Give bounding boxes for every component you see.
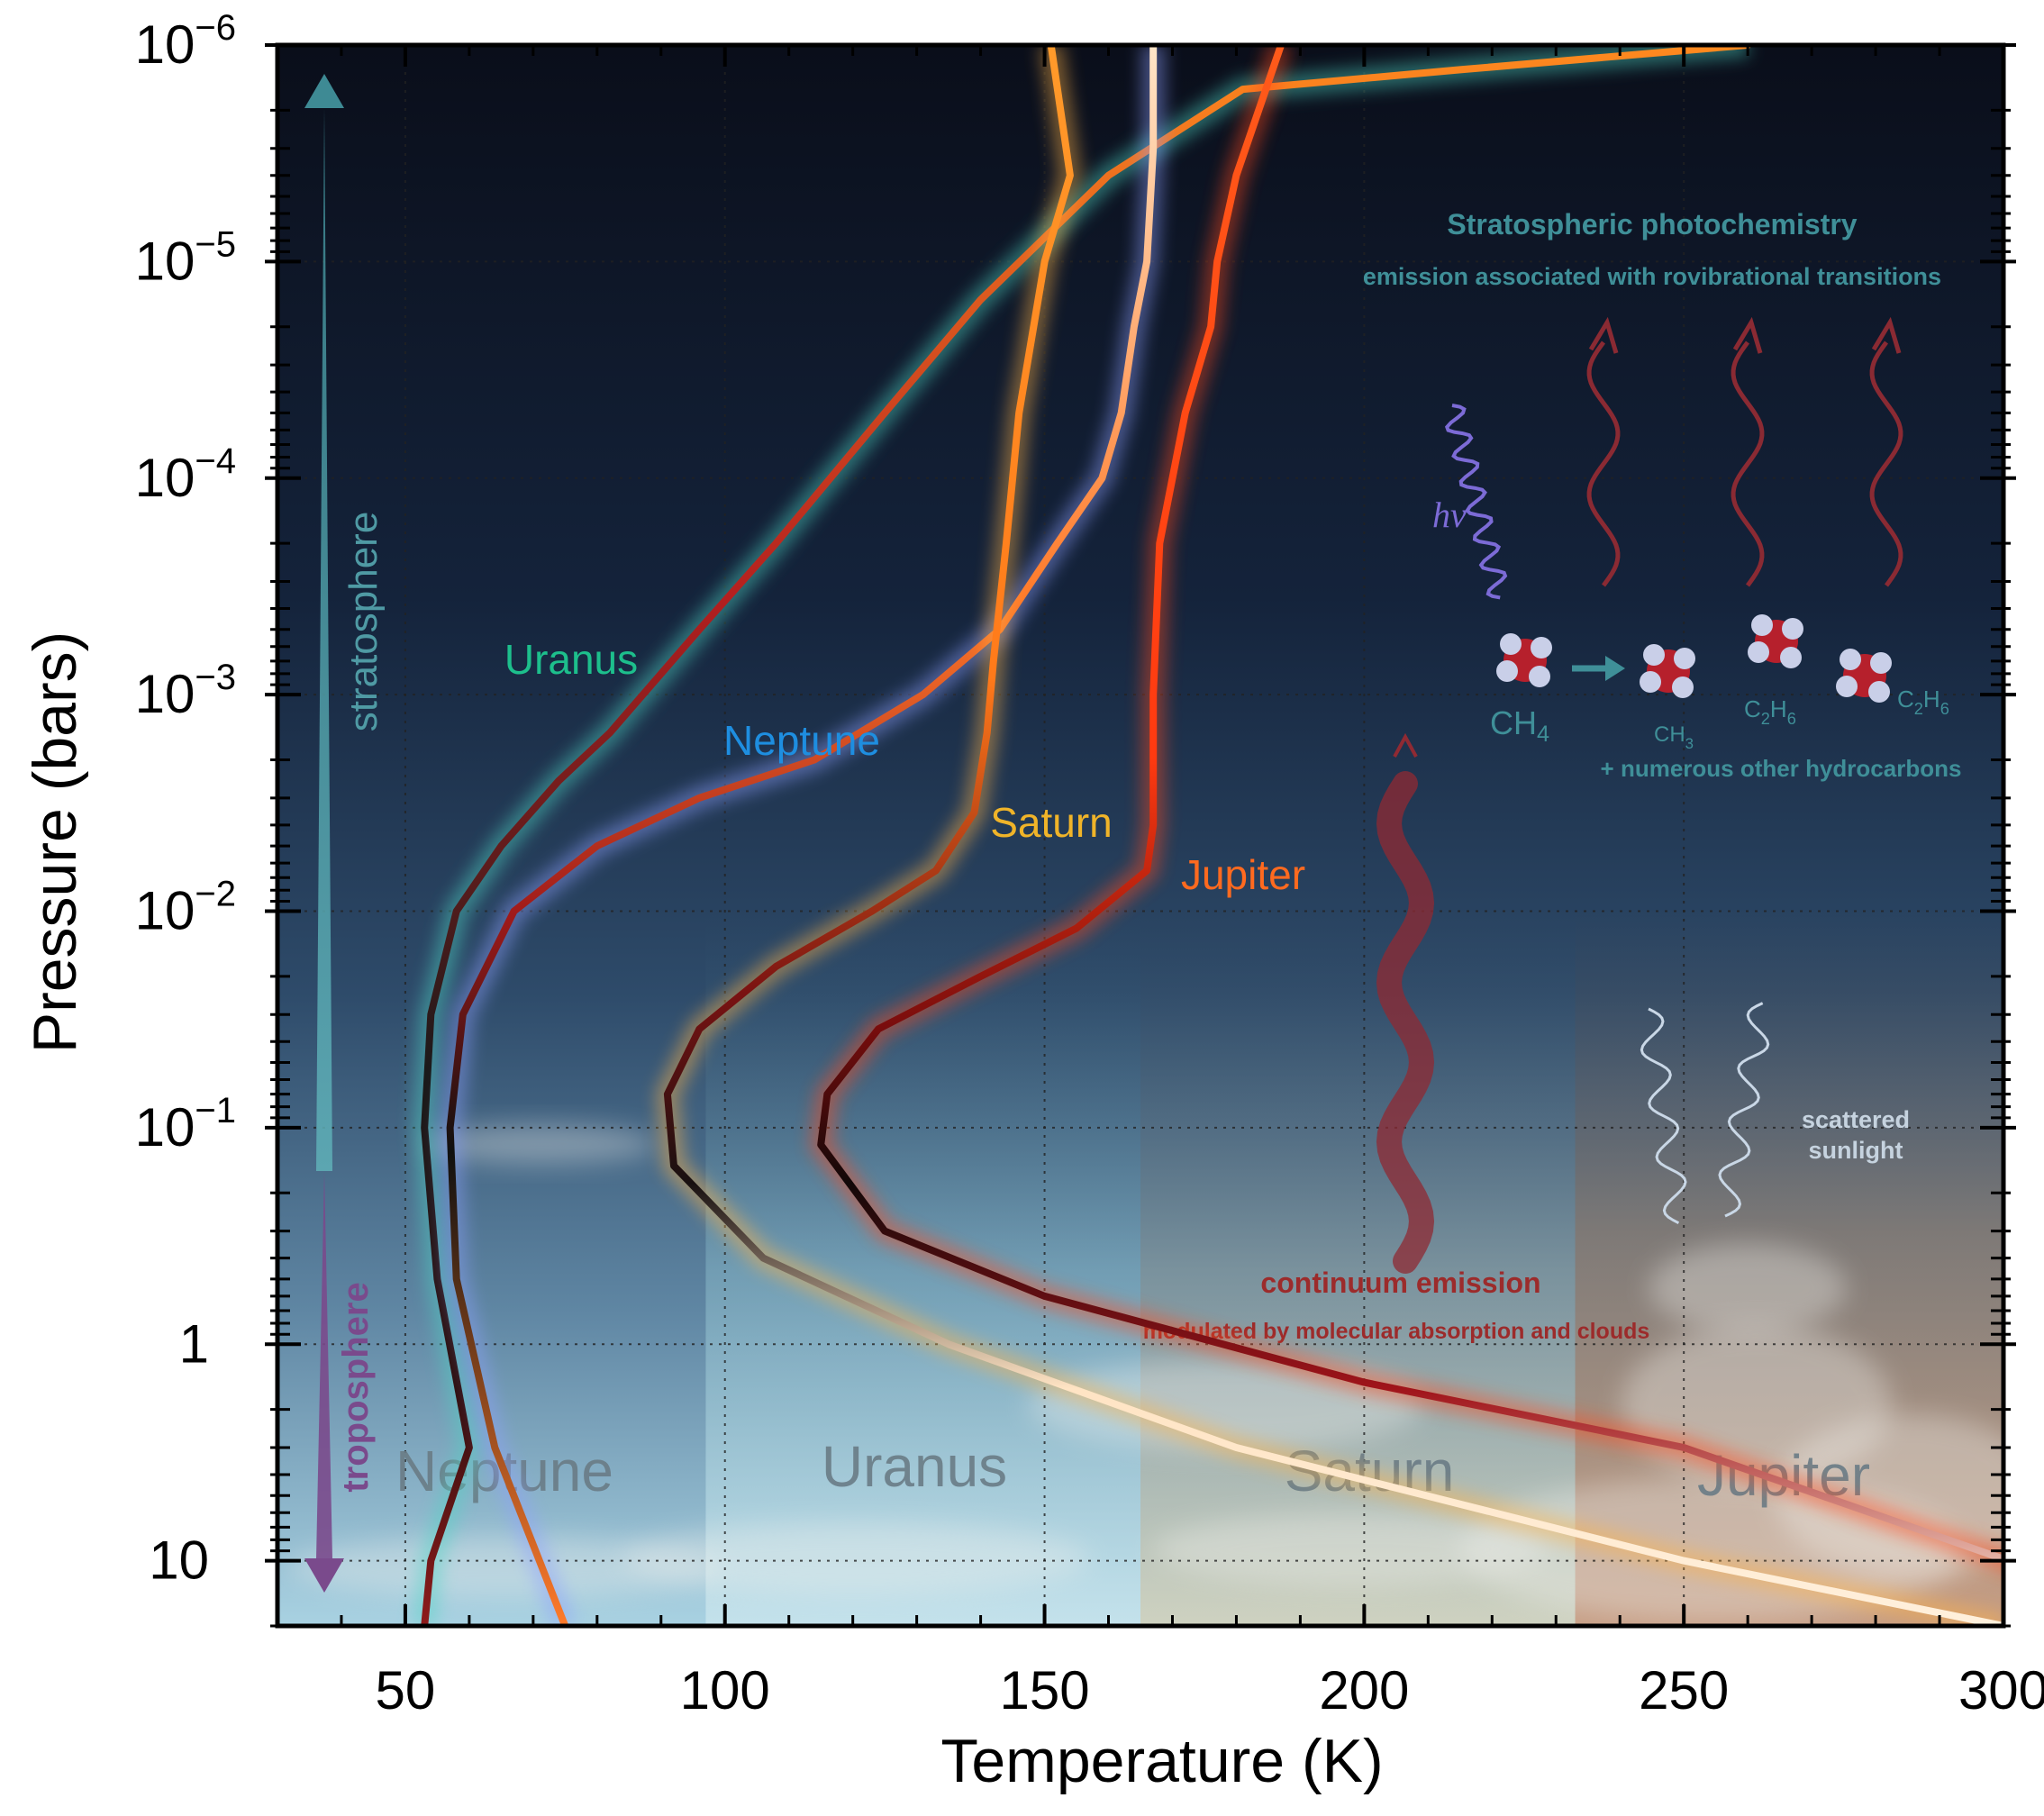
x-tick-label: 250 <box>1639 1660 1729 1721</box>
emission-wave <box>1731 340 1765 587</box>
y-tick-label: 10 <box>149 1530 209 1591</box>
series-label-saturn: Saturn <box>990 799 1113 846</box>
hydrogen-atom <box>1672 676 1694 698</box>
troposphere-arrowhead <box>304 1558 344 1593</box>
troposphere-arrow <box>316 1171 332 1558</box>
scattered-sunlight-label: sunlight <box>1809 1137 1903 1164</box>
panel-label-uranus: Uranus <box>822 1434 1007 1499</box>
stratosphere-arrow <box>316 108 332 1171</box>
molecule-label: CH3 <box>1654 722 1694 752</box>
hydrogen-atom <box>1836 676 1858 697</box>
hydrogen-atom <box>1531 637 1552 658</box>
x-tick-label: 150 <box>1000 1660 1090 1721</box>
x-tick-label: 200 <box>1319 1660 1409 1721</box>
continuum-emission-wave <box>1376 771 1435 1274</box>
molecule-model <box>1836 649 1892 703</box>
molecule-label: CH4 <box>1490 704 1549 747</box>
hydrogen-atom <box>1674 648 1695 669</box>
molecule-model <box>1748 614 1803 668</box>
molecule-label: C2H6 <box>1744 695 1796 728</box>
molecule-model <box>1496 633 1552 687</box>
x-tick-label: 300 <box>1958 1660 2044 1721</box>
hydrogen-atom <box>1840 649 1861 670</box>
y-axis-label: Pressure (bars) <box>21 631 89 1054</box>
cloud-shape <box>423 1124 658 1164</box>
molecule-label: C2H6 <box>1897 686 1949 718</box>
y-tick-label: 10−2 <box>135 875 236 941</box>
hydrogen-atom <box>1500 633 1522 655</box>
x-axis-label: Temperature (K) <box>940 1727 1383 1795</box>
continuum-title: continuum emission <box>1260 1267 1540 1299</box>
y-tick-label: 10−3 <box>135 658 236 724</box>
hydrogen-atom <box>1643 644 1665 666</box>
series-label-uranus: Uranus <box>504 636 638 683</box>
photochemistry-subtitle: emission associated with rovibrational t… <box>1363 263 1941 290</box>
axis-ticks: 50 100 150 200 250 300 10−6 10−5 10−4 10−3 10−2 10−… <box>135 8 2044 1721</box>
other-hydrocarbons-label: + numerous other hydrocarbons <box>1601 755 1962 782</box>
photochemistry-title: Stratospheric photochemistry <box>1447 208 1857 241</box>
hydrogen-atom <box>1780 647 1802 668</box>
series-line-neptune <box>446 45 1158 1626</box>
plot-frame <box>275 42 2006 1629</box>
annotations: stratosphere troposphere Stratospheric pho… <box>304 74 1961 1593</box>
cloud-shape <box>1649 1243 1847 1333</box>
series-label-jupiter: Jupiter <box>1181 851 1305 898</box>
molecule-model <box>1640 644 1695 698</box>
cloud-shape <box>288 1537 721 1598</box>
stratosphere-label: stratosphere <box>341 512 386 732</box>
continuum-emission-arrowhead <box>1393 732 1418 758</box>
sunlight-wave-in <box>1640 1007 1687 1225</box>
photon-wave <box>1444 404 1508 600</box>
y-tick-label: 10−6 <box>135 8 236 75</box>
hydrogen-atom <box>1782 618 1803 640</box>
x-tick-label: 50 <box>376 1660 436 1721</box>
troposphere-label: troposphere <box>336 1282 376 1492</box>
series-label-neptune: Neptune <box>723 717 880 764</box>
cloud-shape <box>622 1522 1090 1594</box>
series-line-jupiter <box>817 45 2003 1563</box>
hydrogen-atom <box>1496 660 1518 682</box>
temperature-profiles <box>413 45 2003 1626</box>
hydrogen-atom <box>1748 641 1769 663</box>
y-tick-label: 10−5 <box>135 224 236 291</box>
emission-wave <box>1586 340 1621 587</box>
y-tick-label: 10−4 <box>135 441 236 508</box>
emission-wave-arrowhead <box>1732 316 1763 354</box>
axes-frame <box>275 42 2006 1629</box>
y-tick-label: 1 <box>179 1313 209 1374</box>
hydrogen-atom <box>1870 652 1892 674</box>
sunlight-wave-out <box>1718 1002 1770 1218</box>
reaction-arrowhead <box>1605 656 1625 681</box>
photon-label: hν <box>1432 495 1467 535</box>
hydrogen-atom <box>1868 681 1890 703</box>
series-labels: Uranus Neptune Saturn Jupiter <box>504 636 1305 898</box>
scattered-sunlight-label: scattered <box>1802 1106 1910 1133</box>
series-line-uranus <box>421 45 1752 1626</box>
emission-wave-arrowhead <box>1588 316 1619 354</box>
cloud-shape <box>1153 1513 1549 1585</box>
emission-wave-arrowhead <box>1871 316 1902 354</box>
hydrogen-atom <box>1640 671 1661 693</box>
y-tick-label: 10−1 <box>135 1091 236 1158</box>
emission-wave <box>1869 340 1903 587</box>
hydrogen-atom <box>1751 614 1773 636</box>
series-line-saturn <box>663 45 2003 1626</box>
x-tick-label: 100 <box>680 1660 770 1721</box>
hydrogen-atom <box>1529 666 1550 687</box>
stratosphere-arrowhead <box>304 74 344 108</box>
